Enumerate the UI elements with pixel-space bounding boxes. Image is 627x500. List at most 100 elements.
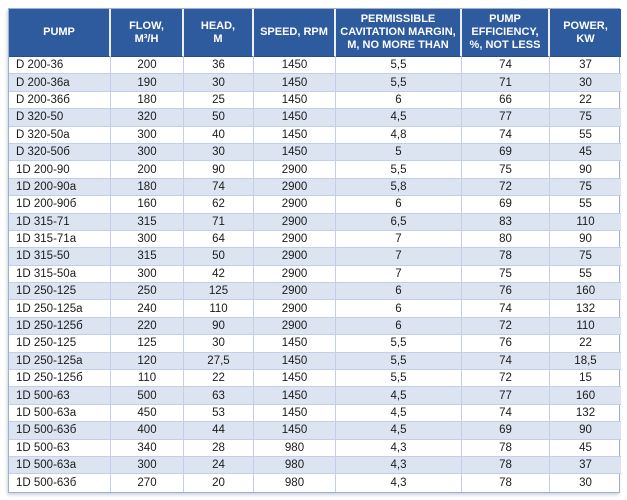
cell-speed: 1450	[254, 143, 336, 162]
cell-pump: 1D 500-63a	[9, 456, 111, 475]
cell-speed: 1450	[254, 422, 336, 440]
cell-cavitation-margin: 5,5	[336, 370, 462, 388]
table-row: D 320-50б 300 30 1450 5 69 45	[9, 143, 621, 162]
cell-head: 62	[184, 196, 254, 214]
cell-head: 27,5	[184, 352, 254, 371]
cell-head: 71	[184, 213, 254, 231]
header-row: PUMP FLOW, M³/H HEAD, M SPEED, RPM PERMI…	[9, 9, 621, 57]
cell-pump: D 320-50	[9, 109, 111, 127]
cell-power: 75	[550, 248, 621, 266]
cell-speed: 2900	[254, 161, 336, 179]
cell-speed: 1450	[254, 404, 336, 423]
cell-speed: 1450	[254, 335, 336, 353]
cell-flow: 240	[111, 300, 184, 318]
column-header-pump: PUMP	[9, 9, 111, 57]
cell-cavitation-margin: 5,5	[336, 352, 462, 371]
cell-pump: 1D 315-71	[9, 213, 111, 231]
table-row: 1D 315-50 315 50 2900 7 78 75	[9, 248, 621, 266]
cell-power: 110	[550, 213, 621, 231]
cell-pump: 1D 500-63a	[9, 404, 111, 423]
cell-head: 74	[184, 178, 254, 197]
cell-head: 90	[184, 161, 254, 179]
cell-flow: 220	[111, 317, 184, 336]
cell-cavitation-margin: 7	[336, 248, 462, 266]
cell-flow: 500	[111, 387, 184, 405]
table-row: D 200-36 200 36 1450 5,5 74 37	[9, 57, 621, 75]
cell-cavitation-margin: 4,5	[336, 387, 462, 405]
table-row: 1D 500-63a 300 24 980 4,3 78 37	[9, 456, 621, 475]
cell-cavitation-margin: 4,5	[336, 109, 462, 127]
cell-power: 90	[550, 422, 621, 440]
cell-cavitation-margin: 5	[336, 143, 462, 162]
data-table: PUMP FLOW, M³/H HEAD, M SPEED, RPM PERMI…	[9, 9, 621, 492]
cell-power: 110	[550, 317, 621, 336]
cell-flow: 400	[111, 422, 184, 440]
cell-speed: 2900	[254, 248, 336, 266]
cell-pump: 1D 200-90a	[9, 178, 111, 197]
cell-efficiency: 77	[462, 387, 550, 405]
table-row: 1D 500-63a 450 53 1450 4,5 74 132	[9, 404, 621, 423]
table-body: D 200-36 200 36 1450 5,5 74 37 D 200-36a 190 30 14…	[9, 57, 621, 492]
cell-head: 30	[184, 74, 254, 92]
cell-power: 18,5	[550, 352, 621, 371]
cell-cavitation-margin: 4,3	[336, 474, 462, 492]
cell-pump: D 320-50б	[9, 143, 111, 162]
cell-cavitation-margin: 6	[336, 91, 462, 110]
cell-power: 75	[550, 109, 621, 127]
table-row: D 320-50 320 50 1450 4,5 77 75	[9, 109, 621, 127]
cell-efficiency: 74	[462, 404, 550, 423]
cell-pump: 1D 315-50	[9, 248, 111, 266]
cell-cavitation-margin: 6	[336, 283, 462, 301]
cell-flow: 450	[111, 404, 184, 423]
cell-efficiency: 75	[462, 265, 550, 284]
cell-cavitation-margin: 7	[336, 265, 462, 284]
column-header-head: HEAD, M	[184, 9, 254, 57]
cell-head: 125	[184, 283, 254, 301]
cell-flow: 200	[111, 57, 184, 75]
cell-efficiency: 74	[462, 352, 550, 371]
table-row: D 320-50a 300 40 1450 4,8 74 55	[9, 126, 621, 144]
cell-pump: 1D 500-63б	[9, 474, 111, 492]
cell-flow: 270	[111, 474, 184, 492]
cell-cavitation-margin: 6,5	[336, 213, 462, 231]
cell-speed: 980	[254, 439, 336, 457]
cell-power: 30	[579, 477, 592, 490]
cell-pump: 1D 315-71a	[9, 230, 111, 249]
cell-pump: 1D 250-125	[9, 335, 111, 353]
cell-cavitation-margin: 5,5	[336, 74, 462, 92]
cell-head: 42	[184, 265, 254, 284]
cell-flow: 340	[111, 439, 184, 457]
cell-head: 30	[184, 335, 254, 353]
cell-power: 15	[550, 370, 621, 388]
cell-power: 160	[550, 283, 621, 301]
cell-cavitation-margin: 4,3	[336, 456, 462, 475]
table-row: 1D 500-63 340 28 980 4,3 78 45	[9, 439, 621, 457]
cell-efficiency: 76	[462, 283, 550, 301]
cell-head: 40	[184, 126, 254, 144]
cell-efficiency: 74	[462, 300, 550, 318]
cell-flow: 190	[111, 74, 184, 92]
cell-head: 64	[184, 230, 254, 249]
cell-cavitation-margin: 5,8	[336, 178, 462, 197]
cell-flow: 320	[111, 109, 184, 127]
table-row: D 200-36б 180 25 1450 6 66 22	[9, 91, 621, 110]
cell-efficiency: 78	[462, 248, 550, 266]
cell-pump: D 200-36б	[9, 91, 111, 110]
cell-pump: 1D 250-125б	[9, 317, 111, 336]
cell-efficiency: 69	[462, 422, 550, 440]
table-row: 1D 200-90a 180 74 2900 5,8 72 75	[9, 178, 621, 197]
cell-power: 132	[550, 405, 621, 423]
cell-efficiency: 80	[462, 230, 550, 249]
cell-cavitation-margin: 6	[336, 317, 462, 336]
cell-power: 55	[550, 127, 621, 144]
cell-flow: 250	[111, 283, 184, 301]
cell-flow: 300	[111, 456, 184, 475]
cell-cavitation-margin: 4,8	[336, 126, 462, 144]
column-header-efficiency: PUMP EFFICIENCY, %, NOT LESS	[462, 9, 550, 57]
cell-flow: 300	[111, 126, 184, 144]
cell-speed: 2900	[254, 300, 336, 318]
cell-speed: 980	[254, 474, 336, 492]
cell-cavitation-margin: 6	[336, 300, 462, 318]
column-header-power: POWER, KW	[550, 9, 621, 57]
cell-flow: 160	[111, 196, 184, 214]
